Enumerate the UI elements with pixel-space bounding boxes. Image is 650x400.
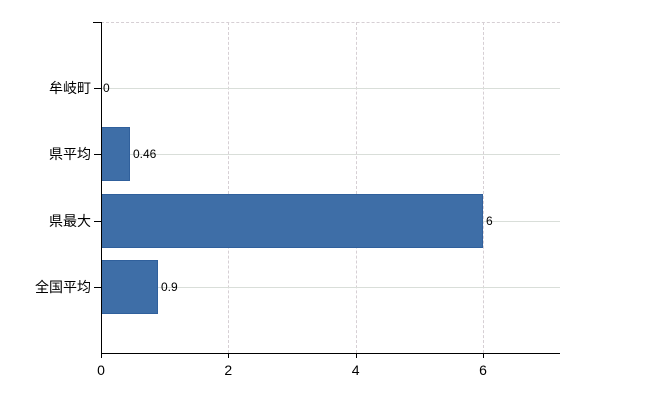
bar-value-label: 6 bbox=[486, 214, 493, 228]
plot-top-border bbox=[101, 22, 560, 23]
category-label: 牟岐町 bbox=[49, 80, 91, 96]
bar bbox=[101, 194, 483, 248]
x-tick-mark bbox=[483, 353, 484, 358]
y-axis-line bbox=[101, 22, 102, 354]
x-tick-label: 6 bbox=[479, 362, 487, 378]
y-tick-mark bbox=[94, 154, 101, 155]
x-axis-line bbox=[101, 353, 560, 354]
x-tick-mark bbox=[355, 353, 357, 358]
x-gridline bbox=[355, 22, 357, 353]
y-gridline bbox=[101, 287, 560, 288]
y-tick-mark bbox=[94, 287, 101, 288]
bar bbox=[101, 127, 130, 181]
category-label: 県平均 bbox=[49, 146, 91, 162]
y-tick-mark bbox=[94, 221, 101, 222]
category-label: 県最大 bbox=[49, 213, 91, 229]
bar-value-label: 0.9 bbox=[161, 280, 178, 294]
category-label: 全国平均 bbox=[35, 279, 91, 295]
x-tick-label: 4 bbox=[351, 362, 360, 378]
y-axis-top-cap bbox=[93, 22, 101, 23]
bar-value-label: 0 bbox=[103, 81, 110, 95]
bar bbox=[101, 260, 158, 314]
y-tick-mark bbox=[94, 88, 101, 89]
x-tick-label: 0 bbox=[97, 362, 105, 378]
y-gridline bbox=[101, 88, 560, 89]
bar-value-label: 0.46 bbox=[133, 147, 157, 161]
x-gridline bbox=[228, 22, 230, 353]
x-tick-mark bbox=[101, 353, 102, 358]
x-gridline bbox=[483, 22, 484, 353]
y-gridline bbox=[101, 154, 560, 155]
x-tick-mark bbox=[228, 353, 230, 358]
x-tick-label: 2 bbox=[224, 362, 233, 378]
